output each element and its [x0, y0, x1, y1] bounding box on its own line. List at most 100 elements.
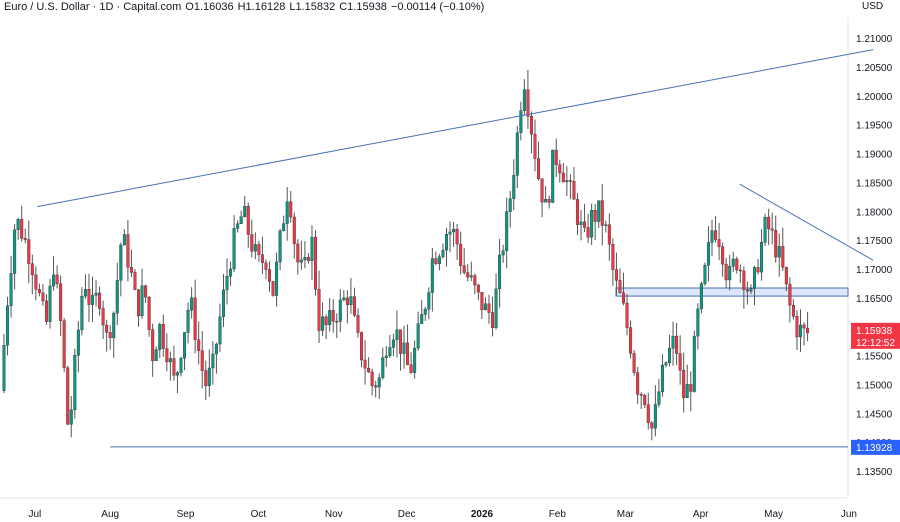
- candle-body: [275, 261, 279, 296]
- candle-body: [278, 230, 282, 263]
- candle-body: [41, 292, 45, 302]
- candle-body: [529, 115, 533, 135]
- candle-body: [239, 216, 243, 224]
- candle-body: [512, 175, 516, 199]
- candle-body: [289, 201, 293, 218]
- candle-body: [728, 265, 732, 281]
- candle-body: [73, 355, 77, 411]
- candle-body: [34, 274, 38, 290]
- time-tick-label: Jun: [841, 509, 857, 520]
- candle-body: [427, 292, 431, 310]
- candle-body: [696, 308, 700, 337]
- candle-body: [374, 385, 378, 388]
- candle-body: [44, 300, 48, 322]
- price-axis[interactable]: 1.21000 1.20500 1.20000 1.19500 1.19000 1.185…: [856, 34, 893, 478]
- time-tick-label: Feb: [549, 509, 567, 520]
- candle-body: [749, 288, 753, 292]
- candle-body: [119, 244, 123, 281]
- candle-body: [197, 339, 201, 351]
- candle-body: [9, 273, 13, 306]
- candle-body: [324, 316, 328, 326]
- candle-body: [23, 238, 27, 240]
- candle-body: [303, 257, 307, 261]
- candle-body: [398, 329, 402, 354]
- candle-body: [611, 244, 615, 270]
- candle-body: [328, 310, 332, 326]
- candle-body: [671, 335, 675, 349]
- candle-body: [246, 206, 250, 235]
- candle-body: [83, 289, 87, 297]
- candle-body: [27, 239, 31, 264]
- candle-body: [317, 288, 321, 331]
- price-tick-label: 1.19500: [856, 121, 893, 132]
- candle-body: [161, 324, 165, 349]
- candle-body: [151, 329, 155, 362]
- candle-body: [593, 210, 597, 222]
- price-tick-label: 1.13500: [856, 467, 893, 478]
- candle-body: [466, 272, 470, 278]
- low-value: L1.15832: [289, 1, 336, 13]
- candle-body: [48, 285, 52, 322]
- trend-line: [37, 49, 874, 208]
- candle-body: [190, 297, 194, 311]
- candle-body: [62, 320, 66, 368]
- candle-body: [689, 384, 693, 392]
- candle-body: [154, 349, 158, 362]
- candle-body: [285, 201, 289, 224]
- candle-body: [575, 199, 579, 225]
- candle-body: [547, 198, 551, 203]
- price-tick-label: 1.17500: [856, 236, 893, 247]
- candle-body: [515, 132, 519, 176]
- candle-body: [13, 229, 17, 274]
- price-tick-label: 1.20000: [856, 92, 893, 103]
- candle-body: [710, 230, 714, 243]
- currency-label[interactable]: USD: [862, 1, 884, 12]
- candle-body: [179, 357, 183, 373]
- candle-body: [646, 404, 650, 423]
- candle-body: [69, 409, 73, 425]
- candle-body: [310, 236, 314, 261]
- candle-body: [108, 332, 112, 339]
- candle-body: [165, 348, 169, 363]
- candle-body: [487, 303, 491, 313]
- time-axis[interactable]: Jul Aug Sep Oct Nov Dec 2026 Feb Mar Apr May Jun: [28, 509, 857, 520]
- candle-body: [767, 216, 771, 230]
- candle-body: [483, 303, 487, 311]
- candle-body: [519, 110, 523, 133]
- candle-body: [423, 308, 427, 315]
- candle-body: [657, 391, 661, 405]
- candle-body: [6, 305, 10, 346]
- candle-body: [90, 295, 94, 305]
- candle-body: [544, 198, 548, 203]
- candle-body: [738, 269, 742, 272]
- candle-body: [381, 357, 385, 378]
- candle-body: [717, 239, 721, 247]
- candle-body: [731, 258, 735, 267]
- candle-body: [455, 228, 459, 245]
- support-price-badge: [851, 439, 900, 455]
- candle-body: [204, 370, 208, 386]
- candle-body: [476, 284, 480, 293]
- candle-body: [416, 323, 420, 349]
- candle-body: [395, 329, 399, 341]
- candle-body: [774, 230, 778, 258]
- candle-body: [583, 221, 587, 228]
- candle-body: [795, 316, 799, 338]
- time-tick-label: Jul: [28, 509, 41, 520]
- candle-body: [590, 210, 594, 238]
- candle-body: [441, 249, 445, 258]
- candle-body: [653, 404, 657, 429]
- candle-body: [158, 324, 162, 350]
- candle-body: [480, 291, 484, 311]
- candle-body: [367, 367, 371, 373]
- candle-body: [685, 384, 689, 398]
- candle-body: [760, 242, 764, 273]
- candle-body: [745, 289, 749, 292]
- candle-body: [756, 267, 760, 273]
- candle-body: [214, 343, 218, 355]
- candle-body: [526, 89, 530, 117]
- candle-body: [742, 270, 746, 290]
- candle-body: [218, 316, 222, 345]
- candle-body: [168, 358, 172, 363]
